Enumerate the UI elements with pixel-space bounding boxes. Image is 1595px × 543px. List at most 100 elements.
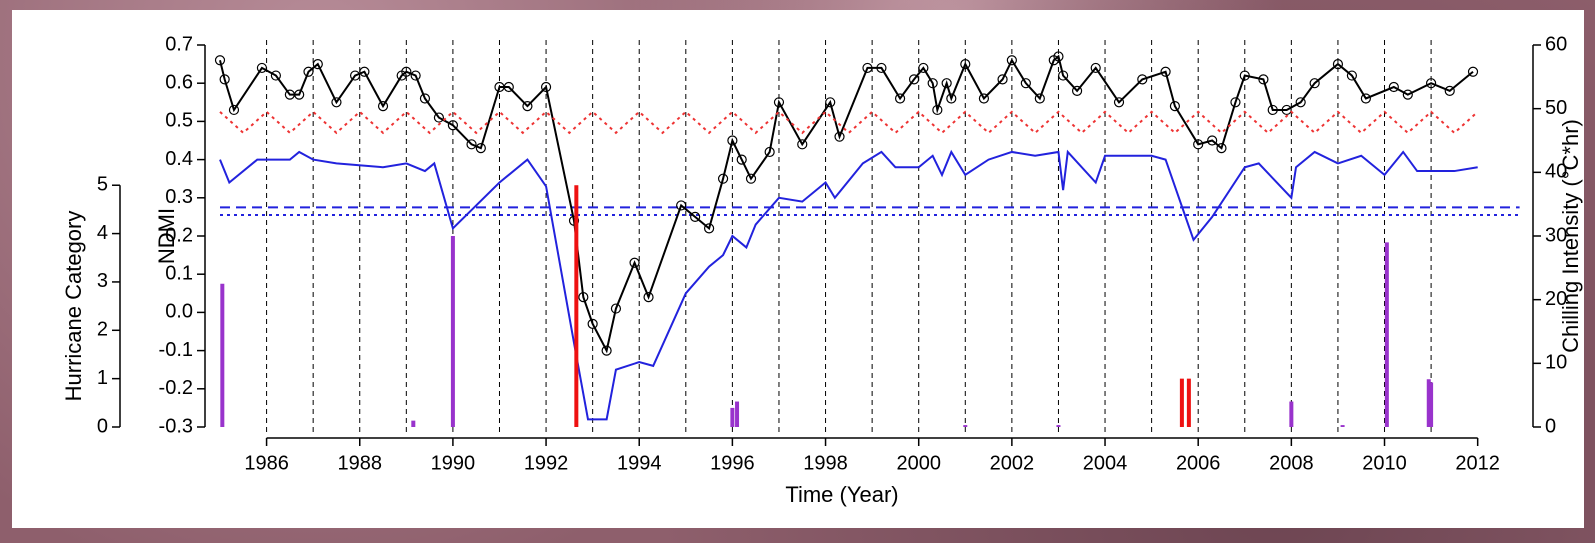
data-point — [1239, 70, 1250, 81]
y3-tick-label: 5 — [97, 174, 108, 196]
bar — [1429, 382, 1434, 427]
y-tick-label: 0.3 — [165, 186, 193, 208]
x-tick-label: 2004 — [1083, 452, 1128, 474]
bar — [411, 420, 416, 427]
bar — [220, 283, 225, 427]
data-point — [862, 62, 873, 74]
y-tick-label: 0.6 — [165, 71, 193, 93]
y3-tick-label: 2 — [97, 319, 108, 341]
y2-tick-label: 10 — [1545, 352, 1567, 374]
data-point — [1230, 97, 1241, 108]
data-point — [643, 292, 654, 303]
data-point — [960, 58, 971, 70]
data-point — [1444, 85, 1455, 96]
data-point — [1295, 97, 1306, 108]
data-line — [219, 110, 1479, 135]
y-tick-label: 0.4 — [165, 148, 193, 170]
y3-tick-label: 3 — [97, 270, 108, 292]
x-axis-title: Time (Year) — [785, 482, 898, 507]
data-point — [270, 70, 281, 81]
x-tick-label: 2002 — [990, 452, 1035, 474]
data-point — [797, 139, 808, 150]
x-tick-label: 2008 — [1269, 452, 1314, 474]
bar — [963, 425, 968, 427]
y2-tick-label: 60 — [1545, 33, 1567, 55]
data-point — [690, 211, 701, 222]
data-point — [745, 173, 757, 184]
data-point — [466, 139, 477, 150]
data-point — [629, 257, 640, 268]
data-point — [1006, 55, 1017, 66]
x-tick-label: 2006 — [1176, 452, 1221, 474]
y2-tick-label: 40 — [1545, 161, 1567, 183]
data-point — [503, 81, 514, 93]
data-point — [214, 55, 226, 66]
y3-tick-label: 0 — [97, 415, 108, 437]
data-point — [1169, 101, 1181, 112]
y3-tick-label: 1 — [97, 367, 108, 389]
data-point — [568, 215, 580, 226]
data-point — [1113, 97, 1125, 108]
data-point — [1053, 51, 1064, 62]
y-tick-label: -0.1 — [159, 339, 193, 361]
data-point — [419, 93, 431, 104]
y-tick-label: 0.2 — [165, 224, 193, 246]
bar — [574, 185, 579, 427]
y3-tick-label: 4 — [97, 222, 108, 244]
data-point — [703, 223, 715, 234]
y-tick-label: 0.5 — [165, 110, 193, 132]
data-point — [1193, 139, 1204, 150]
data-point — [578, 292, 589, 303]
data-point — [303, 66, 314, 77]
x-tick-label: 1990 — [431, 452, 476, 474]
data-point — [1216, 143, 1227, 154]
x-tick-label: 1996 — [710, 452, 755, 474]
data-point — [475, 143, 486, 154]
y-tick-label: -0.2 — [159, 377, 193, 399]
data-point — [1360, 93, 1371, 104]
bar — [1056, 425, 1061, 427]
data-point — [1281, 104, 1292, 116]
y-tick-label: 0.0 — [165, 301, 193, 323]
x-tick-label: 2000 — [896, 452, 941, 474]
x-tick-label: 1994 — [617, 452, 662, 474]
data-point — [941, 78, 952, 89]
data-point — [312, 58, 323, 70]
x-tick-label: 1998 — [803, 452, 848, 474]
data-point — [1309, 78, 1320, 89]
data-point — [727, 135, 738, 146]
data-point — [1346, 70, 1358, 81]
data-point — [228, 104, 240, 116]
bar — [1186, 378, 1191, 427]
data-point — [927, 78, 938, 89]
y2-tick-label: 0 — [1545, 415, 1556, 437]
data-point — [540, 81, 552, 93]
data-point — [377, 101, 389, 112]
y-tick-label: 0.7 — [165, 33, 193, 55]
data-point — [447, 120, 459, 131]
data-point — [932, 104, 943, 116]
data-point — [1267, 104, 1278, 116]
data-point — [601, 345, 612, 356]
data-point — [908, 74, 920, 85]
data-point — [736, 154, 747, 165]
data-point — [676, 200, 687, 211]
data-point — [1137, 74, 1148, 85]
data-point — [433, 112, 445, 123]
y3-axis-title: Hurricane Category — [61, 211, 86, 402]
x-tick-label: 1986 — [244, 452, 289, 474]
data-point — [331, 97, 342, 108]
data-point — [978, 93, 990, 104]
data-point — [918, 62, 929, 74]
data-point — [1058, 70, 1069, 81]
data-point — [876, 62, 887, 74]
bar — [730, 407, 735, 427]
bar — [1289, 401, 1294, 427]
data-point — [1160, 66, 1171, 77]
x-tick-label: 1992 — [524, 452, 569, 474]
data-point — [1207, 135, 1218, 146]
y2-axis-title: Chilling Intensity (°C*hr) — [1558, 119, 1583, 353]
data-point — [894, 93, 906, 104]
data-point — [1034, 93, 1045, 104]
